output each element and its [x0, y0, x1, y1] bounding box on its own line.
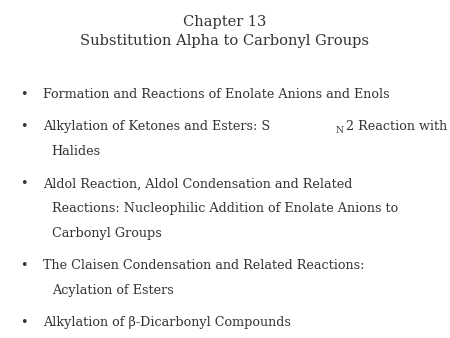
Text: Alkylation of Ketones and Esters: S: Alkylation of Ketones and Esters: S — [43, 120, 270, 133]
Text: Aldol Reaction, Aldol Condensation and Related: Aldol Reaction, Aldol Condensation and R… — [43, 177, 352, 190]
Text: Alkylation of β-Dicarbonyl Compounds: Alkylation of β-Dicarbonyl Compounds — [43, 316, 291, 329]
Text: 2 Reaction with Alkyl: 2 Reaction with Alkyl — [346, 120, 450, 133]
Text: Reactions: Nucleophilic Addition of Enolate Anions to: Reactions: Nucleophilic Addition of Enol… — [52, 202, 398, 215]
Text: Chapter 13
Substitution Alpha to Carbonyl Groups: Chapter 13 Substitution Alpha to Carbony… — [81, 15, 369, 48]
Text: Formation and Reactions of Enolate Anions and Enols: Formation and Reactions of Enolate Anion… — [43, 88, 389, 101]
Text: •: • — [20, 177, 28, 190]
Text: •: • — [20, 120, 28, 133]
Text: The Claisen Condensation and Related Reactions:: The Claisen Condensation and Related Rea… — [43, 259, 364, 272]
Text: •: • — [20, 316, 28, 329]
Text: Acylation of Esters: Acylation of Esters — [52, 284, 174, 297]
Text: Carbonyl Groups: Carbonyl Groups — [52, 227, 162, 240]
Text: •: • — [20, 259, 28, 272]
Text: •: • — [20, 88, 28, 101]
Text: N: N — [336, 126, 344, 136]
Text: Halides: Halides — [52, 145, 101, 158]
